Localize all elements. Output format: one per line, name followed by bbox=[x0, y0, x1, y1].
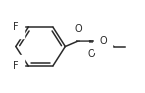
Text: F: F bbox=[13, 22, 18, 32]
Text: O: O bbox=[88, 49, 95, 59]
Text: O: O bbox=[74, 24, 82, 34]
Text: O: O bbox=[99, 36, 107, 46]
Text: F: F bbox=[13, 61, 18, 71]
